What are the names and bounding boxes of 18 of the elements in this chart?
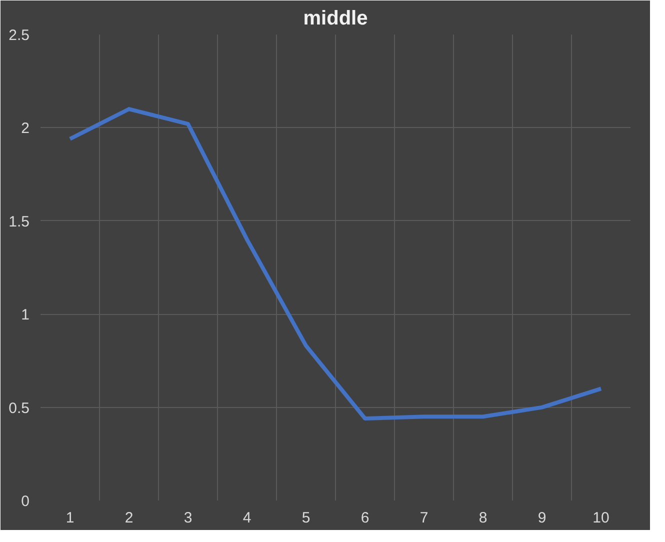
line-series: [68, 107, 603, 420]
y-tick-label: 2.5: [8, 27, 30, 44]
x-tick-label: 3: [184, 510, 192, 526]
x-tick-label: 9: [538, 510, 546, 526]
x-tick-label: 4: [242, 510, 252, 526]
y-tick-label: 2: [21, 120, 30, 138]
x-tick-label: 5: [302, 510, 310, 526]
y-tick-label: 1: [21, 306, 30, 324]
x-tick-label: 1: [66, 510, 74, 526]
x-tick-label: 10: [592, 510, 610, 526]
x-tick-label: 6: [360, 510, 370, 526]
y-tick-label: 1.5: [8, 213, 30, 230]
y-tick-label: 0.5: [8, 400, 30, 417]
x-tick-label: 8: [478, 510, 488, 526]
y-tick-label: 0: [21, 493, 30, 510]
x-tick-label: 7: [420, 510, 428, 526]
x-tick-label: 2: [124, 510, 134, 526]
chart-title: middle: [303, 8, 368, 30]
